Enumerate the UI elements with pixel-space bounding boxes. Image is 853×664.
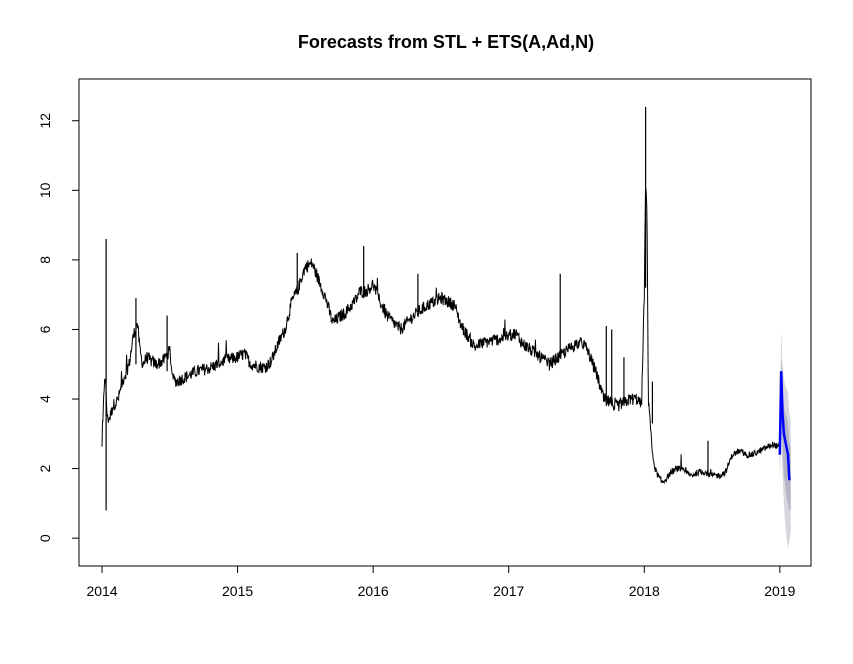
observed-series [101,106,781,511]
y-axis: 0 2 4 6 8 10 12 [37,113,80,542]
y-tick-label: 12 [37,113,53,129]
x-axis: 2014 2015 2016 2017 2018 2019 [86,565,796,599]
x-tick-label: 2014 [86,583,117,599]
y-tick-label: 0 [37,534,53,542]
plot-frame [78,78,812,567]
y-tick-label: 10 [37,182,53,198]
observed-line [101,188,781,485]
x-tick-label: 2018 [629,583,660,599]
y-tick-label: 4 [37,395,53,403]
x-tick-label: 2015 [222,583,253,599]
y-tick-label: 6 [37,325,53,333]
y-tick-label: 8 [37,256,53,264]
x-tick-label: 2019 [764,583,795,599]
x-tick-label: 2017 [493,583,524,599]
y-tick-label: 2 [37,464,53,472]
chart-title: Forecasts from STL + ETS(A,Ad,N) [298,32,594,52]
forecast-series [778,371,791,481]
x-tick-label: 2016 [358,583,389,599]
forecast-mean-line [778,371,791,481]
